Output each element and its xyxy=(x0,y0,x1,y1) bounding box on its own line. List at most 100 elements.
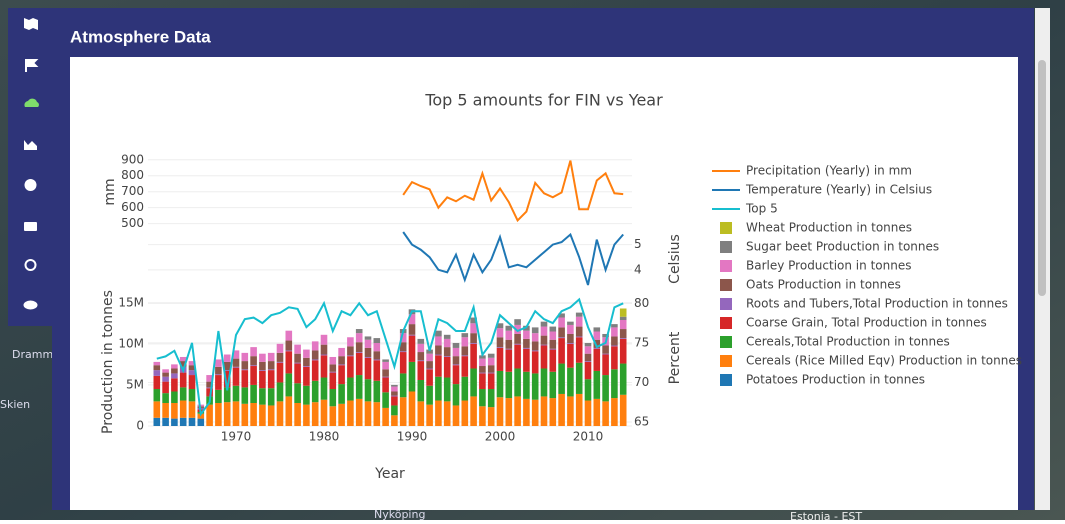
bar xyxy=(311,359,319,361)
legend-swatch[interactable] xyxy=(720,279,732,291)
bar xyxy=(215,366,222,375)
bar xyxy=(215,389,222,403)
bar xyxy=(303,366,310,386)
bar xyxy=(232,385,240,402)
bar xyxy=(549,398,557,426)
bar xyxy=(232,367,240,386)
bar xyxy=(593,398,601,426)
legend-swatch[interactable] xyxy=(720,374,732,386)
bar xyxy=(267,388,275,406)
bar xyxy=(452,365,460,385)
legend-swatch[interactable] xyxy=(720,260,732,272)
legend-label[interactable]: Roots and Tubers,Total Production in ton… xyxy=(746,297,1008,311)
bar xyxy=(593,370,601,399)
bar xyxy=(303,385,310,405)
globe-icon[interactable] xyxy=(24,179,37,191)
bar xyxy=(523,398,530,426)
settings-icon[interactable] xyxy=(24,259,37,271)
bar xyxy=(540,368,548,397)
legend-label[interactable]: Sugar beet Production in tonnes xyxy=(746,240,939,254)
bar xyxy=(611,327,618,337)
bar xyxy=(276,352,284,362)
bar xyxy=(540,335,548,345)
bar xyxy=(523,371,530,399)
legend-swatch[interactable] xyxy=(720,355,732,367)
bar xyxy=(602,345,609,354)
eye-icon[interactable] xyxy=(23,300,38,310)
bar xyxy=(171,402,178,419)
cloud-icon[interactable] xyxy=(24,98,39,107)
bar xyxy=(461,376,469,401)
legend-label[interactable]: Cereals (Rice Milled Eqv) Production in … xyxy=(746,354,1022,368)
bar xyxy=(611,324,618,328)
bar xyxy=(276,382,284,402)
legend-swatch[interactable] xyxy=(720,241,732,253)
y-tick-label: 500 xyxy=(121,216,144,230)
line xyxy=(156,297,624,417)
bar xyxy=(303,366,310,367)
briefcase-icon[interactable] xyxy=(24,222,37,231)
bar xyxy=(558,393,565,426)
legend-swatch[interactable] xyxy=(720,298,732,310)
flag-icon[interactable] xyxy=(25,59,39,72)
legend-swatch[interactable] xyxy=(720,222,732,234)
bar xyxy=(259,370,266,371)
bar xyxy=(523,325,530,331)
bar xyxy=(188,389,196,402)
bar xyxy=(188,417,196,426)
bar xyxy=(575,393,583,426)
bar xyxy=(311,380,319,403)
legend-label[interactable]: Cereals,Total Production in tonnes xyxy=(746,335,950,349)
bar xyxy=(206,387,213,389)
bar xyxy=(162,381,169,394)
legend-label[interactable]: Top 5 xyxy=(745,202,778,216)
legend-swatch[interactable] xyxy=(720,336,732,348)
bar xyxy=(452,356,460,365)
bar xyxy=(575,316,583,327)
bar xyxy=(443,356,451,357)
bar xyxy=(382,369,389,377)
legend-label[interactable]: Wheat Production in tonnes xyxy=(746,221,912,235)
map-icon[interactable] xyxy=(24,18,38,30)
bar xyxy=(417,338,425,344)
bar xyxy=(162,369,169,373)
bar xyxy=(479,389,486,407)
bar xyxy=(267,370,275,389)
bar xyxy=(619,363,627,395)
legend-label[interactable]: Precipitation (Yearly) in mm xyxy=(746,164,912,178)
bar xyxy=(549,339,557,349)
bar xyxy=(171,373,178,379)
bar xyxy=(417,361,425,380)
bar xyxy=(206,388,213,397)
bar xyxy=(470,323,477,334)
legend-label[interactable]: Temperature (Yearly) in Celsius xyxy=(745,183,932,197)
bar xyxy=(232,358,240,367)
legend-swatch[interactable] xyxy=(720,317,732,329)
bar xyxy=(558,317,565,328)
bar xyxy=(443,401,451,426)
bar xyxy=(329,371,337,373)
bar xyxy=(602,354,609,376)
legend-label[interactable]: Oats Production in tonnes xyxy=(746,278,901,292)
axis-title: Production in tonnes xyxy=(100,290,116,434)
bar xyxy=(215,402,222,426)
bar xyxy=(593,327,601,332)
bar xyxy=(338,384,345,404)
legend-label[interactable]: Coarse Grain, Total Production in tonnes xyxy=(746,316,987,330)
bar xyxy=(267,352,275,362)
legend-label[interactable]: Barley Production in tonnes xyxy=(746,259,911,273)
bar xyxy=(505,325,513,331)
scrollbar-thumb[interactable] xyxy=(1038,60,1046,296)
bar xyxy=(426,361,433,369)
bar xyxy=(540,396,548,426)
bar xyxy=(558,338,565,364)
legend-label[interactable]: Potatoes Production in tonnes xyxy=(746,373,925,387)
bar xyxy=(373,380,381,403)
bar xyxy=(162,393,169,403)
bar xyxy=(443,338,451,348)
chart-icon[interactable] xyxy=(24,140,37,150)
bar xyxy=(338,356,345,365)
bar xyxy=(584,353,592,362)
bar xyxy=(584,343,592,347)
bar xyxy=(602,401,609,426)
